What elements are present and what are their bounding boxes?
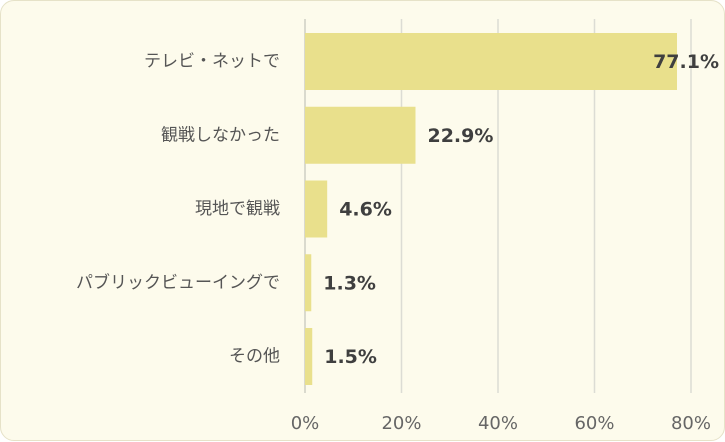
- value-label-0: 77.1%: [653, 51, 719, 73]
- bar-1: [305, 106, 416, 164]
- bars: [305, 33, 678, 385]
- value-label-1: 22.9%: [427, 125, 493, 147]
- bar-4: [305, 328, 313, 385]
- x-tick-label-40: 40%: [478, 413, 518, 434]
- bar-3: [305, 254, 312, 312]
- category-label-4: その他: [229, 347, 280, 367]
- category-label-0: テレビ・ネットで: [144, 52, 280, 72]
- category-label-2: 現地で観戦: [195, 199, 280, 219]
- bar-0: [305, 33, 678, 90]
- category-label-3: パブリックビューイングで: [76, 272, 280, 293]
- bar-2: [305, 180, 328, 238]
- value-label-2: 4.6%: [339, 199, 392, 221]
- x-tick-label-20: 20%: [381, 413, 421, 434]
- category-label-1: 観戦しなかった: [161, 125, 280, 145]
- value-label-4: 1.5%: [324, 346, 377, 368]
- x-axis-tick-labels: 0% 20% 40% 60% 80%: [291, 413, 711, 434]
- x-tick-label-0: 0%: [291, 413, 320, 434]
- x-tick-label-60: 60%: [574, 413, 614, 434]
- value-label-3: 1.3%: [323, 272, 376, 294]
- x-tick-label-80: 80%: [671, 413, 711, 434]
- value-labels: 77.1% 22.9% 4.6% 1.3% 1.5%: [323, 51, 719, 368]
